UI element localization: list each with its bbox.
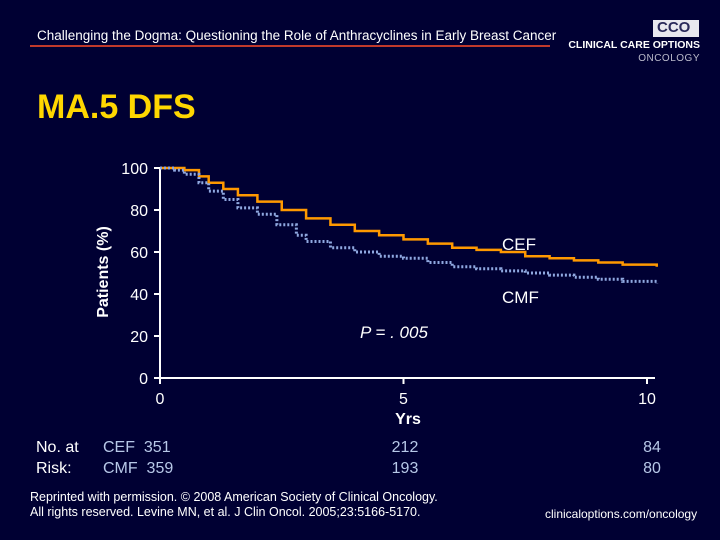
footer-url: clinicaloptions.com/oncology [545,507,698,521]
risk-cef-10yrs: 84 [643,439,661,456]
risk-cmf-10yrs: 80 [643,460,661,477]
y-tick-label: 80 [130,203,148,220]
logo-line2: ONCOLOGY [638,53,700,64]
risk-arm-cef: CEF 351 [103,439,171,456]
slide-title: MA.5 DFS [37,88,196,126]
y-tick-label: 100 [121,161,148,178]
y-tick-label: 40 [130,287,148,304]
cmf-annotation: CMF [502,288,539,307]
risk-col-5yrs: 212 193 [375,437,435,479]
x-tick-label: 0 [156,391,165,408]
risk-cmf-5yrs: 193 [391,460,419,477]
risk-label-line2: Risk: [36,460,72,477]
header-text: Challenging the Dogma: Questioning the R… [37,28,557,43]
logo-line1: CLINICAL CARE OPTIONS [568,39,700,51]
chart-axes [159,168,655,379]
x-axis-label: Yrs [395,411,421,428]
y-tick-label: 60 [130,245,148,262]
p-value-annotation: P = . 005 [360,323,428,342]
credit-line2: All rights reserved. Levine MN, et al. J… [30,505,421,519]
risk-label-line1: No. at [36,439,79,456]
credit-line1: Reprinted with permission. © 2008 Americ… [30,490,438,504]
risk-arm-cmf: CMF 359 [103,460,174,477]
y-tick-label: 20 [130,329,148,346]
risk-table-label: No. at Risk: [36,437,79,479]
cco-logo-letters: CCO [657,19,691,36]
cco-logo: CCO CLINICAL CARE OPTIONS ONCOLOGY [568,18,700,66]
y-tick-label: 0 [139,371,148,388]
y-axis-label: Patients (%) [95,226,112,318]
series-line-cef [160,166,658,267]
citation-credit: Reprinted with permission. © 2008 Americ… [30,490,438,520]
risk-col-10yrs: 84 80 [622,437,682,479]
cef-annotation: CEF [502,235,536,254]
risk-table-arms: CEF 351 CMF 359 [103,437,173,479]
header-rule [30,45,550,47]
chart-series [160,166,659,284]
cco-logo-mark: CCO [653,19,699,37]
x-tick-label: 5 [399,391,408,408]
series-line-cmf [160,166,659,284]
risk-cef-5yrs: 212 [391,439,419,456]
chart-ticks: 0 20 40 60 80 100 0 5 10 [121,161,656,408]
x-tick-label: 10 [638,391,656,408]
